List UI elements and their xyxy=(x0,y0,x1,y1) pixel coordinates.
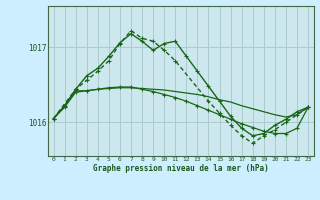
X-axis label: Graphe pression niveau de la mer (hPa): Graphe pression niveau de la mer (hPa) xyxy=(93,164,269,173)
